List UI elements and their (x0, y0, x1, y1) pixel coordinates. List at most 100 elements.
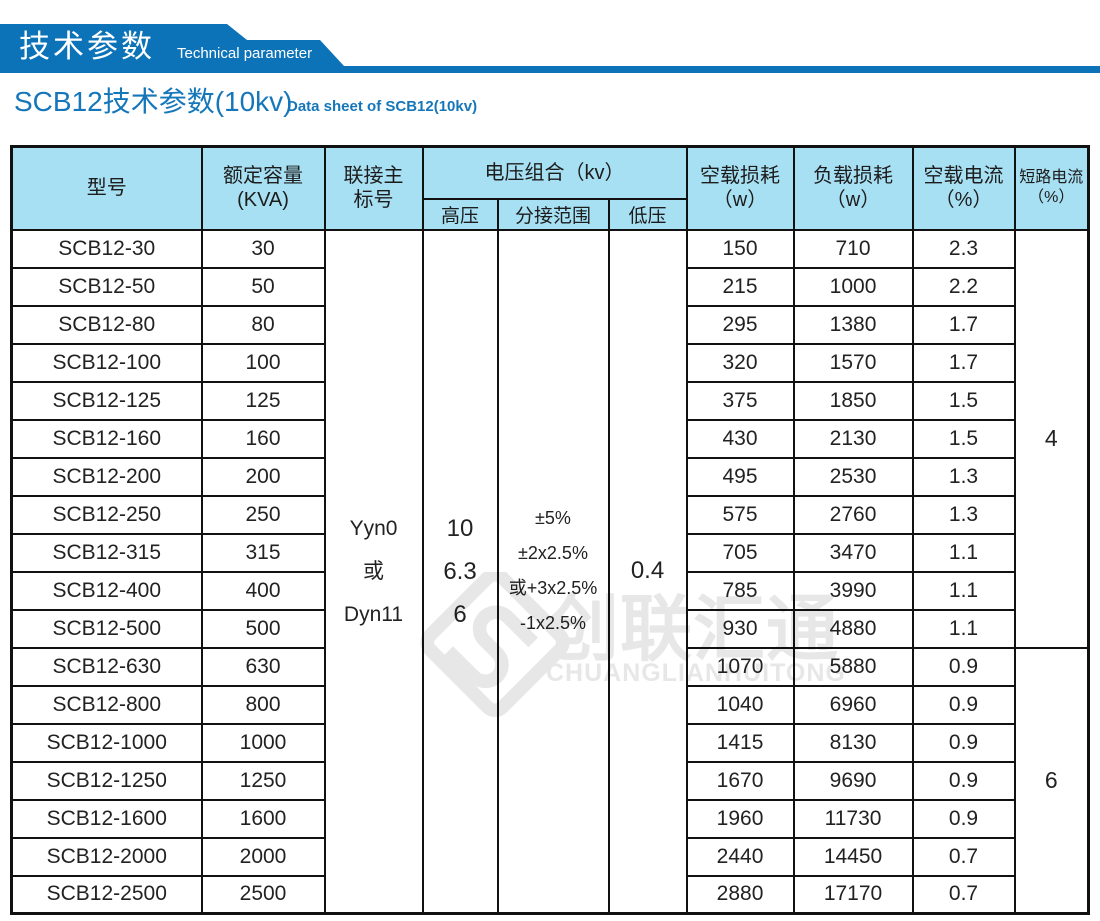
lv-cell: 0.4 (607, 228, 688, 915)
hv-cell: 10 6.3 6 (421, 228, 499, 915)
header-row-1: 型号 额定容量 (KVA) 联接主 标号 电压组合（kv） 空载损耗 （w） 负… (10, 145, 1090, 231)
header-load-loss: 负载损耗 （w） (792, 145, 914, 231)
table-row: SCB12-2000 2000 2440 14450 0.7 (10, 836, 1089, 877)
no-load-loss-cell: 320 (685, 342, 795, 383)
table-row: SCB12-2500 2500 2880 17170 0.7 (10, 874, 1089, 915)
header-no-load-current-line1: 空载电流 (923, 165, 1004, 188)
table-row: SCB12-630 630 1070 5880 0.9 6 (10, 646, 1090, 915)
tap-line: ±2x2.5% (518, 543, 588, 564)
load-loss-cell: 2530 (792, 456, 914, 497)
header-no-load-current: 空载电流 （%） (911, 145, 1016, 231)
no-load-loss-cell: 295 (685, 304, 795, 345)
load-loss-cell: 8130 (792, 722, 914, 763)
kva-cell: 250 (200, 494, 326, 535)
vector-line: Yyn0 (349, 516, 398, 540)
model-cell: SCB12-80 (10, 304, 203, 345)
model-cell: SCB12-100 (10, 342, 203, 383)
header-vector-line2: 标号 (353, 189, 394, 212)
no-load-loss-cell: 375 (685, 380, 795, 421)
model-cell: SCB12-800 (10, 684, 203, 725)
no-load-loss-cell: 2880 (685, 874, 795, 915)
table-row: SCB12-250 250 575 2760 1.3 (10, 494, 1089, 535)
kva-cell: 630 (200, 646, 326, 687)
no-load-current-cell: 0.9 (911, 760, 1016, 801)
no-load-current-cell: 0.9 (911, 646, 1016, 687)
model-cell: SCB12-2000 (10, 836, 203, 877)
tap-line: 或+3x2.5% (508, 578, 598, 599)
kva-cell: 125 (200, 380, 326, 421)
kva-cell: 315 (200, 532, 326, 573)
tap-range-cell: ±5% ±2x2.5% 或+3x2.5% -1x2.5% (496, 228, 610, 915)
table-row: SCB12-400 400 785 3990 1.1 (10, 570, 1089, 611)
table-row: SCB12-80 80 295 1380 1.7 (10, 304, 1089, 345)
short-circuit-bottom-cell: 6 (1013, 646, 1090, 915)
kva-cell: 200 (200, 456, 326, 497)
header-vector-group: 联接主 标号 (323, 145, 424, 231)
no-load-current-cell: 1.7 (911, 342, 1016, 383)
kva-cell: 160 (200, 418, 326, 459)
model-cell: SCB12-1250 (10, 760, 203, 801)
table-row: SCB12-800 800 1040 6960 0.9 (10, 684, 1089, 725)
table-row: SCB12-160 160 430 2130 1.5 (10, 418, 1089, 459)
tap-line: -1x2.5% (519, 613, 587, 634)
load-loss-cell: 3990 (792, 570, 914, 611)
table-row: SCB12-1000 1000 1415 8130 0.9 (10, 722, 1089, 763)
header-load-loss-line2: （w） (825, 189, 881, 212)
kva-cell: 1600 (200, 798, 326, 839)
banner-ribbon-polygon (0, 24, 1100, 73)
table-row: SCB12-1600 1600 1960 11730 0.9 (10, 798, 1089, 839)
model-cell: SCB12-250 (10, 494, 203, 535)
load-loss-cell: 710 (792, 228, 914, 269)
hv-line: 10 (446, 514, 474, 542)
load-loss-cell: 17170 (792, 874, 914, 915)
vector-group-cell: Yyn0 或 Dyn11 (323, 228, 424, 915)
load-loss-cell: 6960 (792, 684, 914, 725)
no-load-loss-cell: 2440 (685, 836, 795, 877)
header-row-2: 高压 分接范围 低压 (12, 197, 1089, 231)
header-no-load-loss-line1: 空载损耗 (700, 165, 781, 188)
no-load-current-cell: 0.7 (911, 874, 1016, 915)
kva-cell: 80 (200, 304, 326, 345)
model-cell: SCB12-500 (10, 608, 203, 649)
section-banner: 技术参数 Technical parameter (0, 0, 1100, 80)
no-load-current-cell: 1.3 (911, 456, 1016, 497)
kva-cell: 100 (200, 342, 326, 383)
model-cell: SCB12-200 (10, 456, 203, 497)
page-subtitle: Data sheet of SCB12(10kv) (287, 98, 478, 115)
no-load-loss-cell: 150 (685, 228, 795, 269)
kva-cell: 500 (200, 608, 326, 649)
model-cell: SCB12-50 (10, 266, 203, 307)
kva-cell: 30 (200, 228, 326, 269)
model-cell: SCB12-1600 (10, 798, 203, 839)
load-loss-cell: 2130 (792, 418, 914, 459)
banner-title-en: Technical parameter (177, 45, 313, 62)
no-load-loss-cell: 1415 (685, 722, 795, 763)
table-row: SCB12-50 50 215 1000 2.2 (10, 266, 1089, 307)
load-loss-cell: 1380 (792, 304, 914, 345)
no-load-current-cell: 1.7 (911, 304, 1016, 345)
no-load-current-cell: 0.9 (911, 722, 1016, 763)
kva-cell: 1000 (200, 722, 326, 763)
no-load-current-cell: 1.1 (911, 532, 1016, 573)
no-load-current-cell: 1.5 (911, 418, 1016, 459)
header-short-circuit-current: 短路电流 （%） (1013, 145, 1090, 231)
load-loss-cell: 3470 (792, 532, 914, 573)
header-vector-line1: 联接主 (343, 165, 404, 188)
no-load-loss-cell: 705 (685, 532, 795, 573)
no-load-loss-cell: 430 (685, 418, 795, 459)
header-load-loss-line1: 负载损耗 (813, 165, 894, 188)
header-tap-range: 分接范围 (496, 197, 610, 231)
table-row: SCB12-200 200 495 2530 1.3 (10, 456, 1089, 497)
no-load-current-cell: 1.1 (911, 570, 1016, 611)
banner-title-zh: 技术参数 (19, 29, 155, 64)
kva-cell: 2500 (200, 874, 326, 915)
load-loss-cell: 11730 (792, 798, 914, 839)
kva-cell: 2000 (200, 836, 326, 877)
table-row: SCB12-125 125 375 1850 1.5 (10, 380, 1089, 421)
no-load-current-cell: 0.9 (911, 798, 1016, 839)
model-cell: SCB12-30 (10, 228, 203, 269)
header-hv: 高压 (421, 197, 499, 231)
page-title: SCB12技术参数(10kv) (14, 86, 293, 117)
no-load-loss-cell: 1670 (685, 760, 795, 801)
header-no-load-loss: 空载损耗 （w） (685, 145, 795, 231)
